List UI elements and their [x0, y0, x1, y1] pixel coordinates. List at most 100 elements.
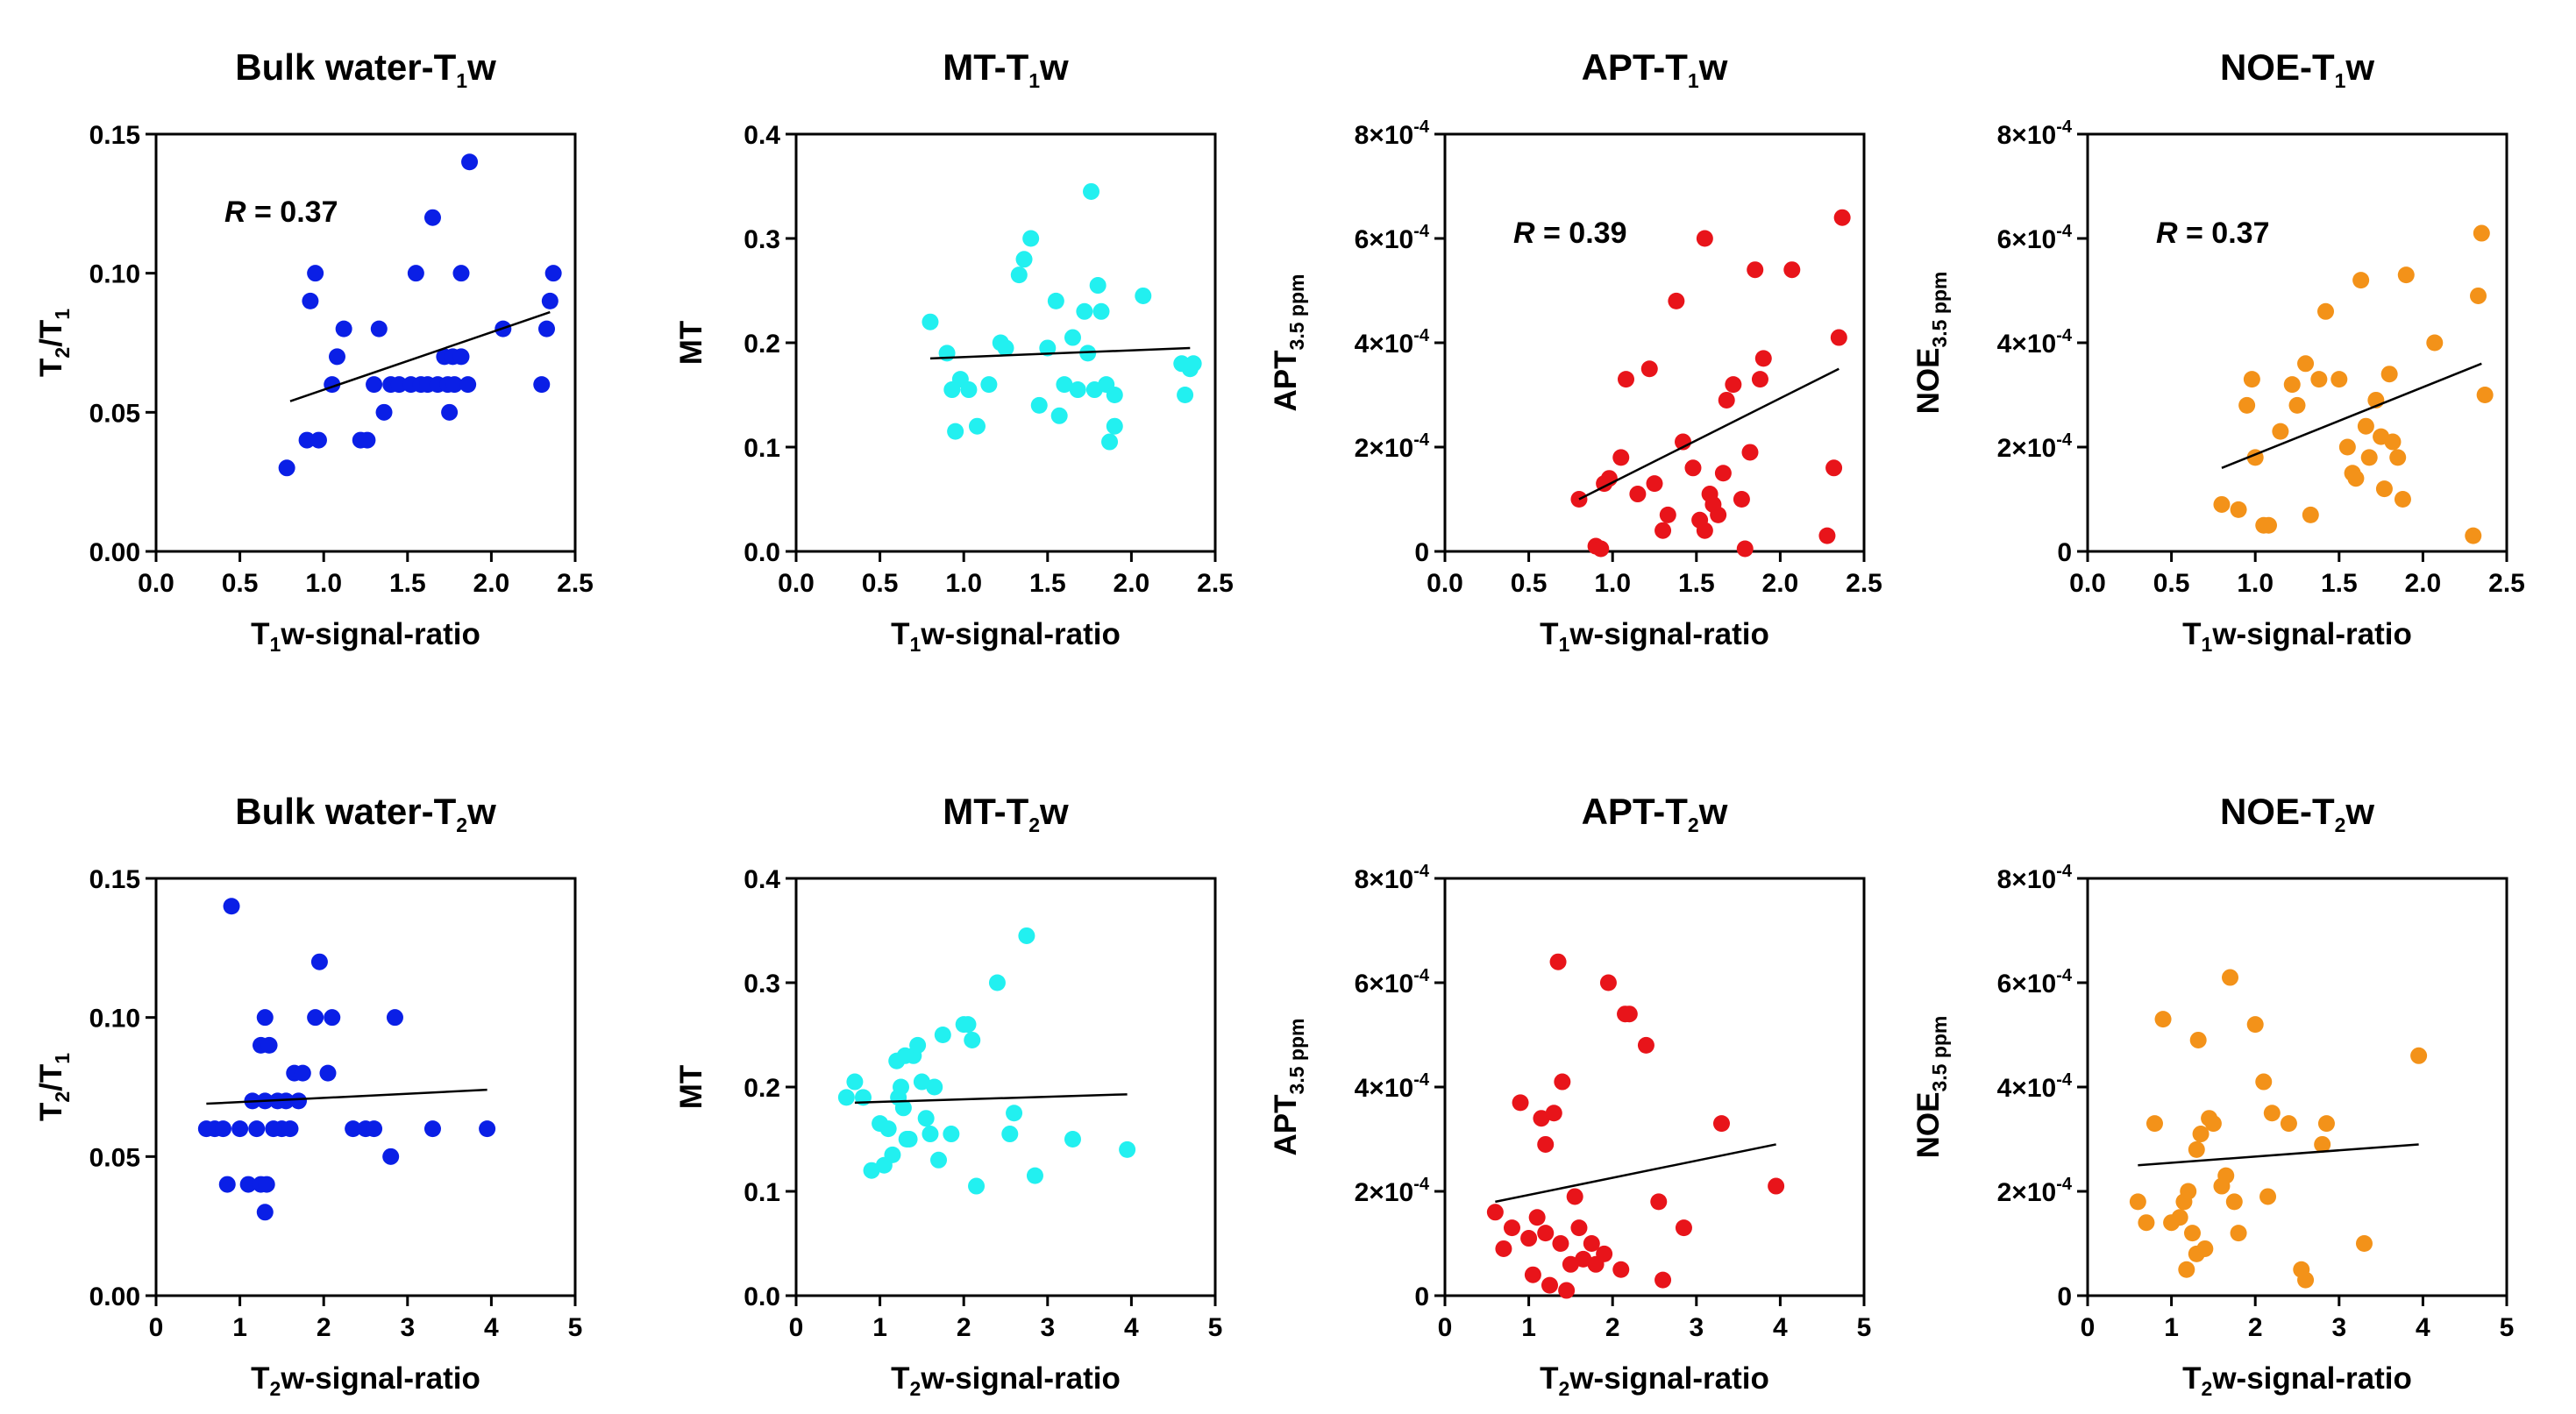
data-point [1106, 387, 1123, 403]
data-point [310, 431, 327, 449]
x-label-main: T [2182, 617, 2201, 651]
y-label-main: MT [674, 1065, 708, 1110]
data-point [1575, 1250, 1592, 1268]
data-point [366, 376, 383, 394]
data-point [328, 348, 345, 366]
x-axis-label: T2w-signal-ratio [251, 1361, 480, 1400]
y-label-subscript: 2 [51, 347, 74, 359]
y-tick-label: 6×10-4 [1355, 966, 1430, 998]
y-tick-label: 0.00 [89, 1283, 140, 1311]
data-point [1736, 540, 1754, 558]
x-tick-label: 1 [1521, 1313, 1536, 1342]
data-point [1524, 1266, 1541, 1283]
x-tick-label: 2.5 [557, 569, 594, 598]
y-tick-label: 0.0 [744, 538, 780, 567]
y-label-subscript: 3.5 ppm [1285, 274, 1308, 351]
x-axis-label: T2w-signal-ratio [1540, 1361, 1769, 1400]
x-tick-label: 0 [149, 1313, 164, 1342]
trend-line [2221, 362, 2482, 469]
data-point [1135, 287, 1152, 304]
data-point [863, 1162, 880, 1179]
correlation-label: R = 0.39 [1513, 217, 1626, 250]
data-point [2476, 387, 2494, 403]
y-tick-text: 0.05 [89, 399, 140, 428]
correlation-label: R = 0.37 [2156, 217, 2269, 250]
data-point [335, 320, 352, 338]
data-point [1015, 251, 1033, 268]
data-point [2317, 1115, 2335, 1133]
x-label-main: T [251, 1361, 269, 1396]
data-point [922, 1126, 939, 1143]
y-tick-text: 4×10 [1997, 330, 2057, 359]
y-label-main: NOE [1911, 348, 1946, 415]
panel-title-tail: w [1039, 791, 1069, 832]
data-point [1714, 465, 1732, 482]
data-point [2283, 376, 2301, 394]
data-point [386, 1009, 403, 1027]
data-point [2352, 272, 2370, 289]
x-tick-label: 1 [2164, 1313, 2179, 1342]
data-point [2188, 1140, 2205, 1158]
y-tick-text: 4×10 [1997, 1074, 2057, 1103]
correlation-symbol: R [2156, 217, 2178, 250]
x-axis-label: T2w-signal-ratio [2182, 1361, 2412, 1400]
data-point [1783, 261, 1801, 279]
y-tick-text: 0.1 [744, 1178, 780, 1207]
data-point [2360, 449, 2378, 466]
data-point [1629, 486, 1647, 503]
panel-title-subscript: 1 [2335, 69, 2346, 92]
x-label-tail: w-signal-ratio [2211, 1361, 2412, 1396]
y-tick-text: 0.10 [89, 260, 140, 289]
x-label-subscript: 2 [2202, 1377, 2213, 1400]
x-tick-label: 1.0 [305, 569, 342, 598]
data-point [909, 1036, 927, 1054]
data-point [2347, 470, 2365, 487]
data-point [239, 1176, 257, 1193]
x-label-tail: w-signal-ratio [920, 1361, 1121, 1396]
data-point [1018, 927, 1035, 944]
data-point [930, 1151, 948, 1169]
data-point [541, 292, 559, 309]
data-point [980, 376, 998, 394]
data-point [423, 209, 441, 226]
y-tick-text: 0.00 [89, 538, 140, 567]
data-point [1754, 350, 1772, 367]
panel-title-subscript: 1 [1028, 69, 1040, 92]
y-tick-text: 8×10 [1997, 121, 2057, 150]
data-point [1718, 391, 1735, 409]
data-point [2297, 355, 2315, 373]
data-point [452, 265, 470, 282]
data-point [294, 1064, 311, 1082]
data-point [2426, 334, 2444, 352]
data-point [2180, 1183, 2197, 1200]
data-point [2288, 396, 2306, 414]
data-point [1010, 266, 1028, 284]
x-axis-label: T2w-signal-ratio [891, 1361, 1121, 1400]
data-point [2230, 501, 2247, 518]
panel-title-subscript: 2 [1028, 814, 1040, 836]
x-tick-label: 0.5 [862, 569, 899, 598]
data-point [1612, 449, 1630, 466]
x-tick-label: 2.5 [2488, 569, 2525, 598]
data-point [2317, 302, 2335, 320]
panel-title: APT-T2w [1582, 791, 1728, 836]
y-tick-label: 0.2 [744, 330, 780, 359]
x-tick-label: 4 [484, 1313, 499, 1342]
data-point [290, 1092, 308, 1110]
data-point [2314, 1135, 2331, 1153]
x-tick-label: 1.5 [389, 569, 426, 598]
x-tick-label: 2 [317, 1313, 331, 1342]
panel-title-main: NOE-T [2220, 46, 2335, 88]
y-tick-label: 8×10-4 [1997, 862, 2073, 894]
data-point [223, 898, 240, 915]
x-label-tail: w-signal-ratio [1569, 1361, 1769, 1396]
data-point [544, 265, 562, 282]
y-tick-label: 0.0 [744, 1283, 780, 1311]
data-point [2230, 1225, 2247, 1242]
y-label-main: T [34, 1103, 68, 1121]
data-point [1659, 506, 1676, 523]
y-tick-exponent: -4 [2056, 117, 2073, 137]
y-tick-label: 0.4 [744, 865, 780, 894]
data-point [1710, 506, 1727, 523]
